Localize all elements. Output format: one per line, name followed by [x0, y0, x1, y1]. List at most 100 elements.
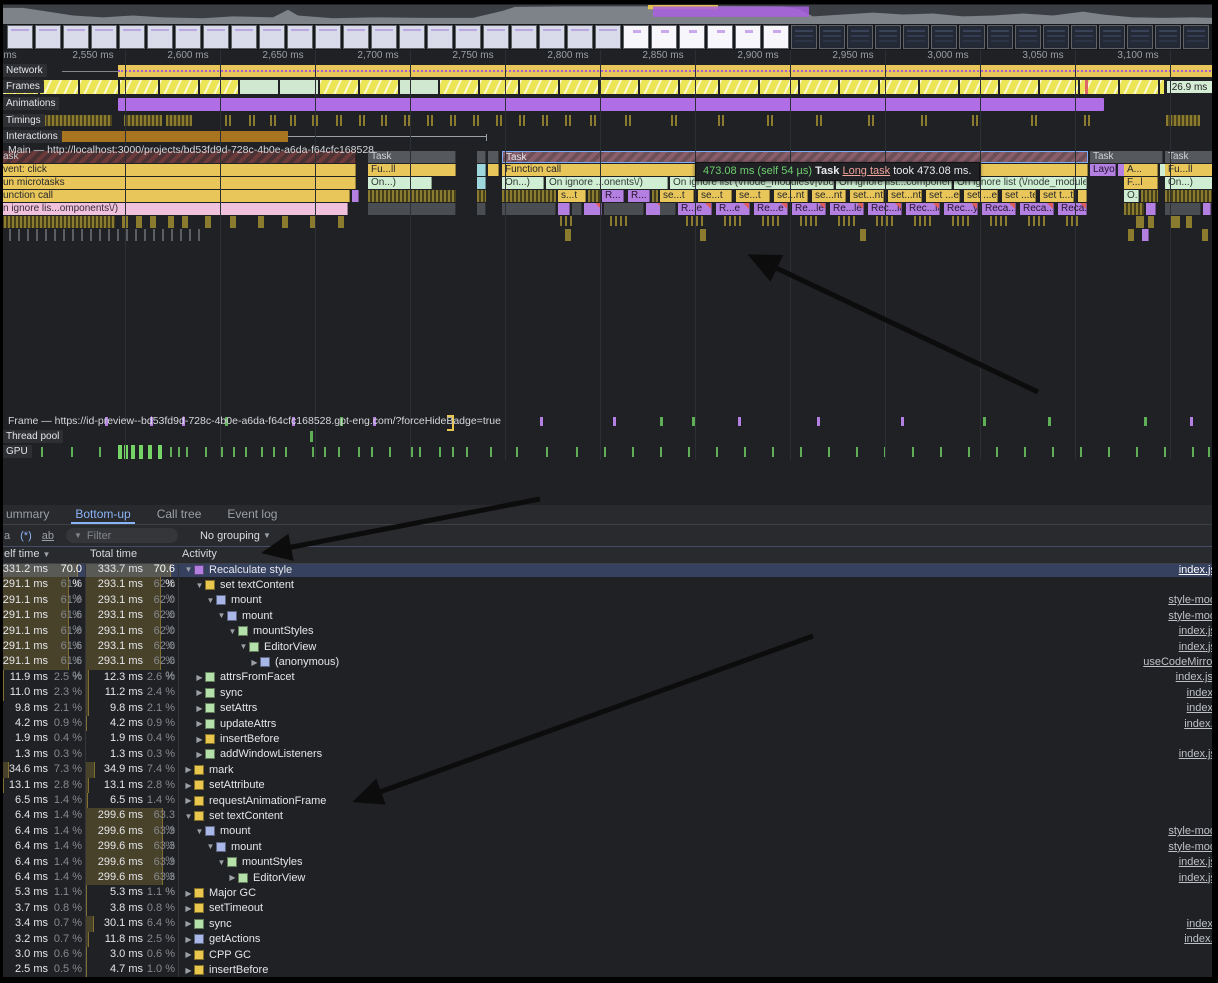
expand-icon[interactable]: ▶	[185, 780, 192, 790]
film-thumbnail[interactable]	[1127, 25, 1153, 49]
collapse-icon[interactable]: ▼	[184, 565, 193, 575]
column-total-time[interactable]: Total time	[90, 548, 138, 560]
expand-icon[interactable]: ▶	[251, 657, 258, 667]
flame-bar[interactable]	[1148, 216, 1154, 228]
frames-duration-badge[interactable]: 26.9 ms	[1167, 81, 1212, 93]
expand-icon[interactable]: ▶	[196, 749, 203, 759]
film-thumbnail[interactable]	[91, 25, 117, 49]
film-thumbnail[interactable]	[371, 25, 397, 49]
source-link[interactable]: style-mod	[1168, 594, 1216, 607]
flame-bar[interactable]: set ...ent	[964, 190, 998, 202]
film-thumbnail[interactable]	[847, 25, 873, 49]
film-thumbnail[interactable]	[1099, 25, 1125, 49]
table-row[interactable]: 6.4 ms 1.4 % 299.6 ms 63.3 % ▼ mount style-mod	[0, 823, 1218, 852]
flame-bar[interactable]	[686, 216, 706, 226]
flame-bar[interactable]: n ignore lis...omponents\/)	[0, 203, 348, 215]
flame-bar[interactable]	[368, 190, 456, 202]
long-task-link[interactable]: Long task	[842, 165, 891, 177]
flame-bar[interactable]: set ...tent	[1002, 190, 1036, 202]
table-row[interactable]: 13.1 ms 2.8 % 13.1 ms 2.8 % ▶ setAttribute	[0, 777, 1218, 793]
collapse-icon[interactable]: ▼	[217, 611, 226, 621]
frame-block[interactable]	[200, 80, 238, 94]
network-request-bar[interactable]	[118, 65, 1218, 77]
film-thumbnail[interactable]	[259, 25, 285, 49]
flame-bar[interactable]	[258, 216, 264, 228]
source-link[interactable]: index.	[1186, 917, 1216, 930]
frame-block[interactable]	[920, 80, 958, 94]
table-row[interactable]: 34.6 ms 7.3 % 34.9 ms 7.4 % ▶ mark	[0, 762, 1218, 778]
flame-bar[interactable]: set...nt	[850, 190, 884, 202]
source-link[interactable]: useCodeMirror	[1143, 656, 1216, 669]
flame-bar[interactable]: s...t	[558, 190, 586, 202]
flame-bar[interactable]: Task	[1090, 151, 1163, 163]
source-link[interactable]: style-mod	[1168, 825, 1216, 838]
frame-block[interactable]	[1120, 80, 1158, 94]
flame-bar[interactable]	[700, 229, 706, 241]
flame-bar[interactable]: Task	[1165, 151, 1218, 163]
flame-bar[interactable]	[352, 190, 359, 202]
flame-bar[interactable]: Re...e	[754, 203, 788, 215]
flame-bar[interactable]	[477, 151, 486, 163]
frame-block[interactable]	[360, 80, 398, 94]
filter-input[interactable]: ▼ Filter	[65, 528, 178, 543]
film-thumbnail[interactable]	[679, 25, 705, 49]
film-thumbnail[interactable]	[1155, 25, 1181, 49]
flame-bar[interactable]: On ignore list (\/node_modules\/|\/bower…	[954, 177, 1087, 189]
flame-bar[interactable]	[610, 216, 630, 226]
frame-track-title[interactable]: Frame — https://id-preview--bd53fd9d-728…	[8, 415, 501, 427]
table-row[interactable]: 331.2 ms 70.0 % 333.7 ms 70.6 % ▼ Recalculate…	[0, 562, 1218, 590]
source-link[interactable]: index.	[1186, 686, 1216, 699]
network-track-label[interactable]: Network	[2, 64, 47, 77]
column-divider[interactable]	[178, 546, 179, 978]
table-row[interactable]: 4.2 ms 0.9 % 4.2 ms 0.9 % ▶ updateAttrs index.…	[0, 716, 1218, 732]
table-row[interactable]: 11.0 ms 2.3 % 11.2 ms 2.4 % ▶ sync index.	[0, 685, 1218, 701]
film-thumbnail[interactable]	[315, 25, 341, 49]
frame-block[interactable]	[680, 80, 718, 94]
flame-bar[interactable]: Re...le	[830, 203, 864, 215]
flame-bar[interactable]: Fu...ll	[1165, 164, 1218, 176]
expand-icon[interactable]: ▶	[185, 903, 192, 913]
collapse-icon[interactable]: ▼	[217, 857, 226, 867]
table-row[interactable]: 6.4 ms 1.4 % 299.6 ms 63.3 % ▼ mount style-mod	[0, 839, 1218, 867]
film-thumbnail[interactable]	[427, 25, 453, 49]
table-row[interactable]: 3.7 ms 0.8 % 3.8 ms 0.8 % ▶ setTimeout	[0, 900, 1218, 917]
flame-bar[interactable]	[572, 203, 582, 215]
frame-block[interactable]	[640, 80, 678, 94]
table-row[interactable]: 6.5 ms 1.4 % 6.5 ms 1.4 % ▶ requestAnimationF…	[0, 793, 1218, 809]
flame-bar[interactable]: Rec...yle	[944, 203, 978, 215]
interaction-bar[interactable]	[0, 131, 288, 142]
film-thumbnail[interactable]	[35, 25, 61, 49]
flame-bar[interactable]: O...	[1124, 190, 1139, 202]
flame-bar[interactable]	[565, 229, 571, 241]
frame-block[interactable]	[560, 80, 598, 94]
expand-icon[interactable]: ▶	[196, 688, 203, 698]
source-link[interactable]: index.js	[1178, 563, 1216, 576]
expand-icon[interactable]: ▶	[185, 934, 192, 944]
flame-bar[interactable]	[800, 216, 820, 226]
film-thumbnail[interactable]	[511, 25, 537, 49]
tab-event-log[interactable]: Event log	[227, 507, 278, 521]
film-thumbnail[interactable]	[903, 25, 929, 49]
flame-bar[interactable]: Reca...yle	[1058, 203, 1087, 215]
film-thumbnail[interactable]	[931, 25, 957, 49]
tab-bottom-up[interactable]: Bottom-up	[71, 505, 136, 524]
flame-bar[interactable]	[282, 216, 288, 228]
frame-block[interactable]	[760, 80, 798, 94]
frame-block[interactable]	[1160, 80, 1164, 94]
flame-bar[interactable]	[1186, 216, 1192, 228]
flame-bar[interactable]: se...t	[660, 190, 694, 202]
flame-bar[interactable]	[136, 216, 142, 228]
collapse-icon[interactable]: ▼	[206, 842, 215, 852]
source-link[interactable]: index.	[1186, 702, 1216, 715]
collapse-icon[interactable]: ▼	[195, 826, 204, 836]
source-link[interactable]: index.js	[1178, 640, 1216, 653]
flame-bar[interactable]: se...nt	[774, 190, 808, 202]
frame-block[interactable]	[240, 80, 278, 94]
film-thumbnail[interactable]	[651, 25, 677, 49]
grouping-dropdown[interactable]: No grouping	[199, 529, 260, 542]
flame-bar[interactable]: R...	[628, 190, 650, 202]
flame-bar[interactable]	[0, 216, 115, 228]
film-thumbnail[interactable]	[539, 25, 565, 49]
frame-block[interactable]	[800, 80, 838, 94]
table-row[interactable]: 2.5 ms 0.5 % 4.7 ms 1.0 % ▶ insertBefore	[0, 962, 1218, 978]
